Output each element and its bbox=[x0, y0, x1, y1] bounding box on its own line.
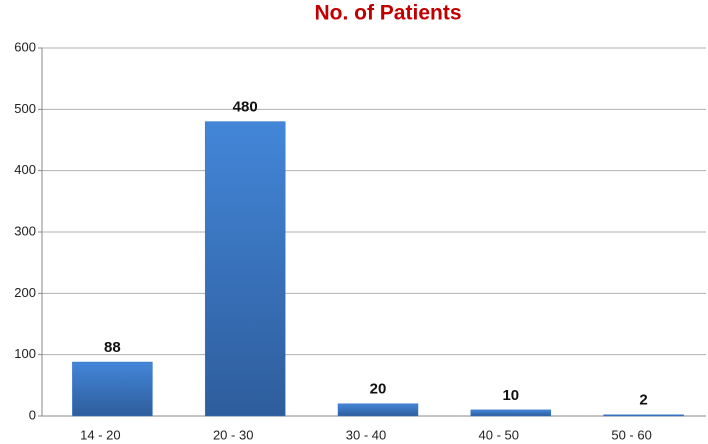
bar bbox=[337, 403, 419, 417]
y-tick-label: 100 bbox=[14, 346, 36, 361]
y-tick-label: 500 bbox=[14, 101, 36, 116]
bar bbox=[470, 409, 552, 417]
x-tick-label: 30 - 40 bbox=[346, 427, 386, 442]
y-tick-label: 400 bbox=[14, 162, 36, 177]
bar bbox=[603, 414, 684, 417]
y-tick-label: 300 bbox=[14, 223, 36, 238]
x-tick-label: 20 - 30 bbox=[213, 427, 253, 442]
data-label: 2 bbox=[639, 392, 647, 409]
data-label: 480 bbox=[233, 99, 258, 116]
x-tick-label: 14 - 20 bbox=[80, 427, 120, 442]
x-tick-label: 40 - 50 bbox=[479, 427, 519, 442]
bar bbox=[72, 361, 153, 417]
y-tick-label: 0 bbox=[29, 407, 36, 422]
bar bbox=[204, 121, 286, 417]
y-tick-label: 200 bbox=[14, 285, 36, 300]
chart-title: No. of Patients bbox=[314, 2, 461, 25]
data-label: 88 bbox=[104, 339, 121, 356]
data-label: 20 bbox=[370, 381, 387, 398]
data-label: 10 bbox=[502, 387, 519, 404]
y-tick-label: 600 bbox=[14, 39, 36, 54]
x-tick-label: 50 - 60 bbox=[611, 427, 651, 442]
